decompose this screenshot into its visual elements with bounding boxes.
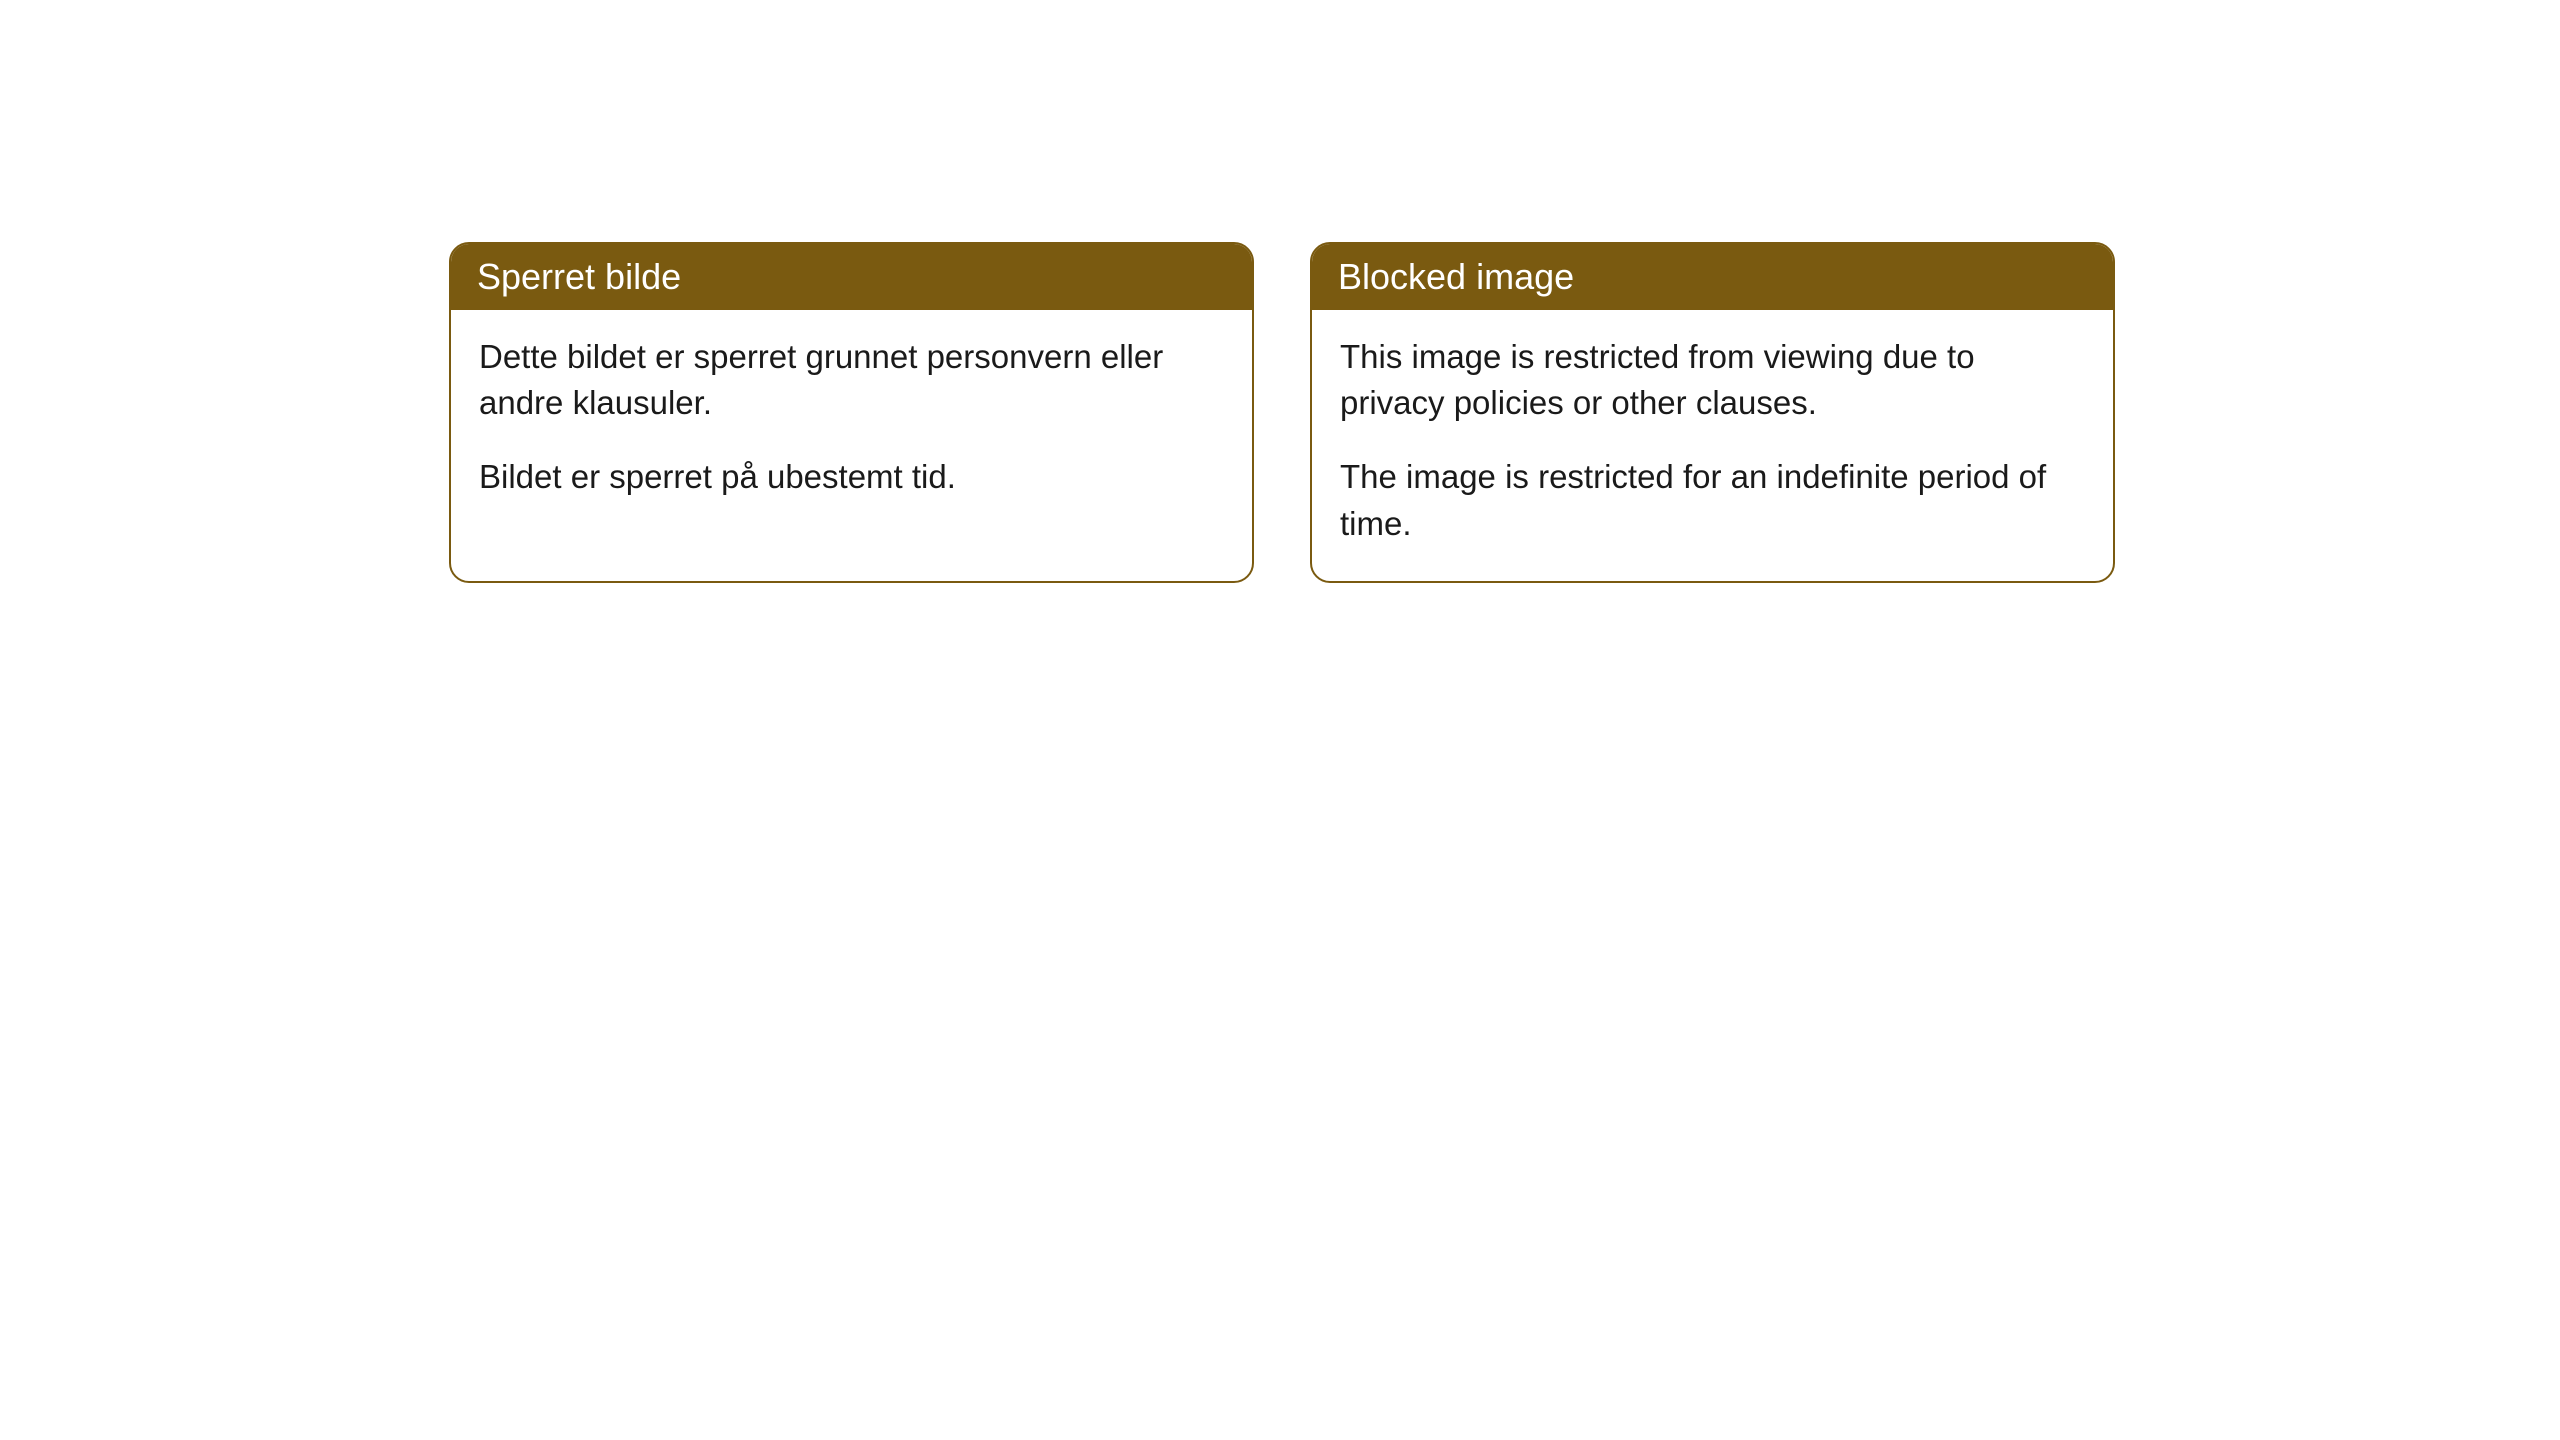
- card-header: Sperret bilde: [451, 244, 1252, 310]
- card-title: Sperret bilde: [477, 256, 681, 297]
- card-body: Dette bildet er sperret grunnet personve…: [451, 310, 1252, 535]
- notice-cards-container: Sperret bilde Dette bildet er sperret gr…: [449, 242, 2115, 583]
- card-paragraph: Dette bildet er sperret grunnet personve…: [479, 334, 1224, 426]
- card-paragraph: The image is restricted for an indefinit…: [1340, 454, 2085, 546]
- card-paragraph: This image is restricted from viewing du…: [1340, 334, 2085, 426]
- card-paragraph: Bildet er sperret på ubestemt tid.: [479, 454, 1224, 500]
- card-body: This image is restricted from viewing du…: [1312, 310, 2113, 581]
- notice-card-norwegian: Sperret bilde Dette bildet er sperret gr…: [449, 242, 1254, 583]
- card-title: Blocked image: [1338, 256, 1574, 297]
- card-header: Blocked image: [1312, 244, 2113, 310]
- notice-card-english: Blocked image This image is restricted f…: [1310, 242, 2115, 583]
